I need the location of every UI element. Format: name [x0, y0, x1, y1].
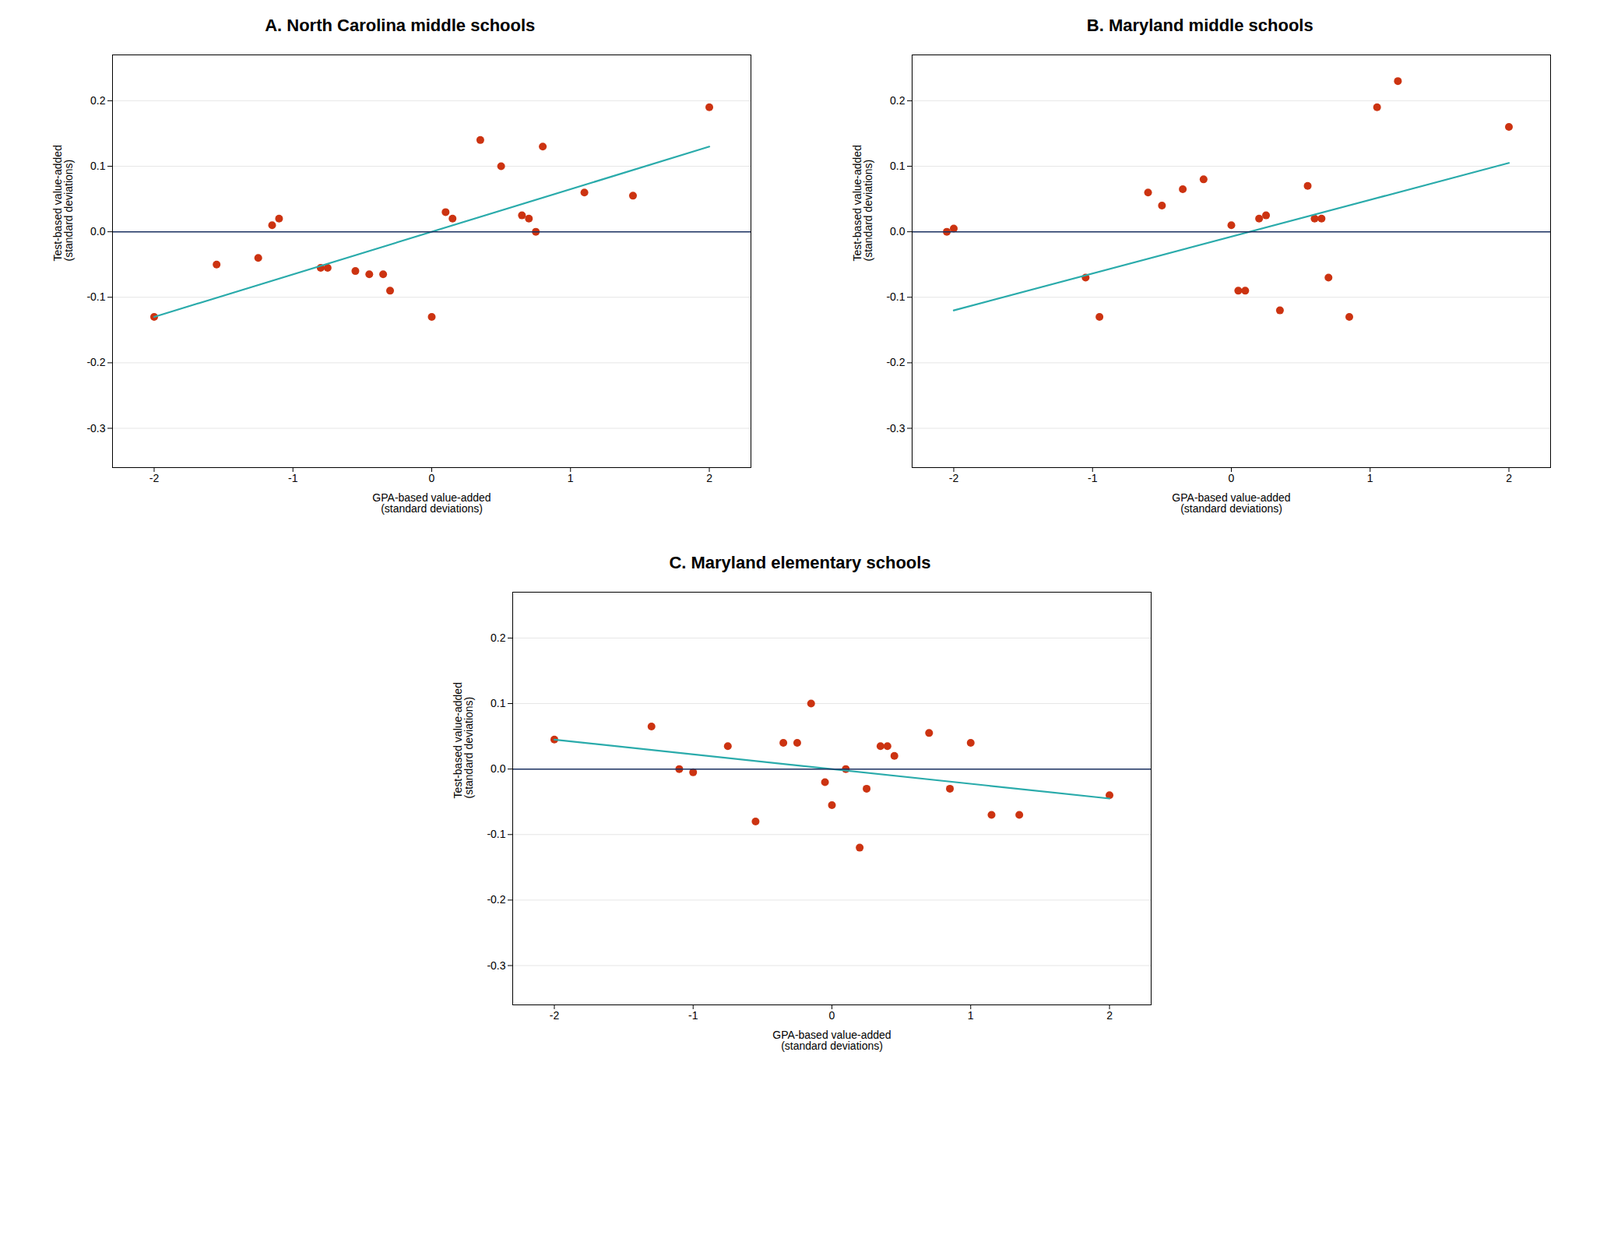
svg-text:-2: -2 [949, 471, 960, 485]
svg-text:0.0: 0.0 [490, 762, 507, 775]
svg-text:-1: -1 [1087, 471, 1098, 485]
html-text:A. North Carolina middle schoo: A. North Carolina middle schools [264, 15, 536, 36]
svg-text:-1: -1 [288, 471, 299, 485]
svg-text:0.0: 0.0 [90, 225, 106, 238]
svg-text:-0.3: -0.3 [486, 959, 506, 972]
svg-text:GPA-based value-added(standard: GPA-based value-added(standard deviation… [772, 1028, 891, 1052]
svg-text:2: 2 [706, 471, 713, 485]
svg-text:0: 0 [1228, 471, 1235, 485]
html-text:B. Maryland middle schools: B. Maryland middle schools [1086, 15, 1314, 36]
svg-text:-0.2: -0.2 [886, 355, 906, 369]
svg-text:1: 1 [967, 1009, 974, 1022]
svg-text:Test-based value-added(standar: Test-based value-added(standard deviatio… [850, 144, 875, 261]
svg-text:0: 0 [428, 471, 435, 485]
svg-text:-0.3: -0.3 [86, 421, 106, 435]
svg-text:0.2: 0.2 [90, 94, 106, 107]
svg-text:1: 1 [1367, 471, 1374, 485]
svg-text:0.1: 0.1 [490, 696, 507, 710]
svg-text:-2: -2 [548, 1009, 560, 1022]
svg-text:2: 2 [1106, 1009, 1113, 1022]
svg-text:-0.2: -0.2 [486, 893, 506, 906]
svg-text:-0.2: -0.2 [86, 355, 106, 369]
svg-text:GPA-based value-added(standard: GPA-based value-added(standard deviation… [372, 491, 491, 515]
svg-text:-2: -2 [149, 471, 160, 485]
svg-text:0.2: 0.2 [889, 94, 906, 107]
svg-text:Test-based value-added(standar: Test-based value-added(standard deviatio… [450, 682, 475, 799]
svg-text:0: 0 [828, 1009, 835, 1022]
svg-text:0.2: 0.2 [490, 631, 507, 644]
svg-text:0.1: 0.1 [90, 159, 106, 173]
svg-text:2: 2 [1505, 471, 1513, 485]
svg-text:-0.1: -0.1 [486, 827, 506, 841]
html-text:C. Maryland elementary schools: C. Maryland elementary schools [669, 552, 931, 573]
svg-text:0.1: 0.1 [889, 159, 906, 173]
svg-text:0.0: 0.0 [889, 225, 906, 238]
svg-text:-1: -1 [688, 1009, 699, 1022]
svg-text:-0.1: -0.1 [886, 290, 906, 303]
svg-text:1: 1 [567, 471, 574, 485]
svg-text:Test-based value-added(standar: Test-based value-added(standard deviatio… [50, 144, 74, 261]
svg-text:GPA-based value-added(standard: GPA-based value-added(standard deviation… [1172, 491, 1291, 515]
svg-text:-0.1: -0.1 [86, 290, 106, 303]
svg-text:-0.3: -0.3 [886, 421, 906, 435]
